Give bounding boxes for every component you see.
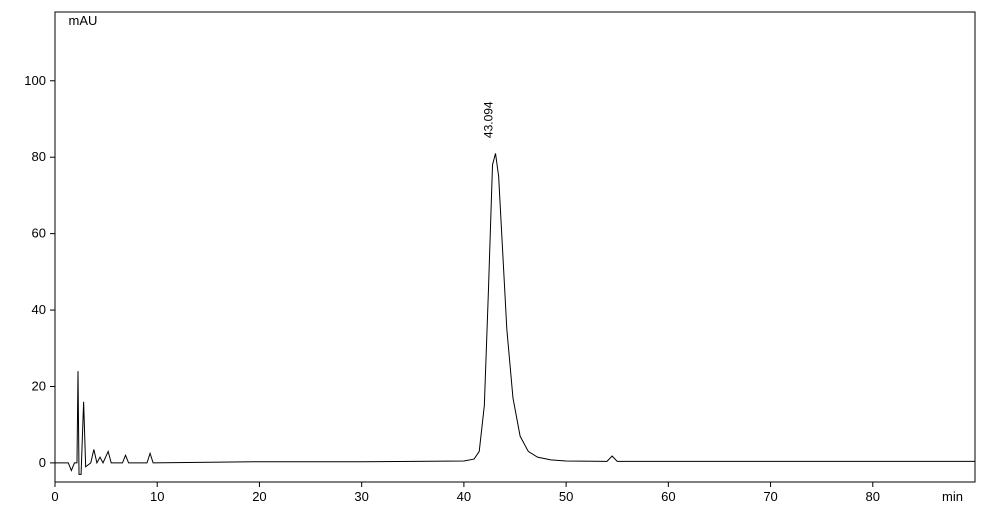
chart-svg: 0 20 40 60 80 100 mAU 0 10 20 30 40 50 60 70 80 min 43.09…	[0, 0, 1000, 513]
x-tick-label: 10	[150, 489, 164, 504]
peak-label: 43.094	[482, 101, 496, 138]
x-tick-label: 30	[354, 489, 368, 504]
y-tick-label: 20	[32, 378, 46, 393]
x-axis-label: min	[942, 489, 963, 504]
x-tick-label: 40	[457, 489, 471, 504]
y-axis-label: mAU	[69, 13, 98, 28]
y-tick-label: 0	[39, 455, 46, 470]
y-tick-label: 80	[32, 149, 46, 164]
x-tick-label: 20	[252, 489, 266, 504]
x-tick-label: 60	[661, 489, 675, 504]
y-tick-label: 100	[24, 73, 46, 88]
x-tick-label: 0	[51, 489, 58, 504]
x-tick-label: 50	[559, 489, 573, 504]
x-tick-label: 80	[866, 489, 880, 504]
y-tick-label: 40	[32, 302, 46, 317]
chromatogram-chart: 0 20 40 60 80 100 mAU 0 10 20 30 40 50 60 70 80 min 43.09…	[0, 0, 1000, 513]
y-tick-label: 60	[32, 226, 46, 241]
x-tick-label: 70	[763, 489, 777, 504]
